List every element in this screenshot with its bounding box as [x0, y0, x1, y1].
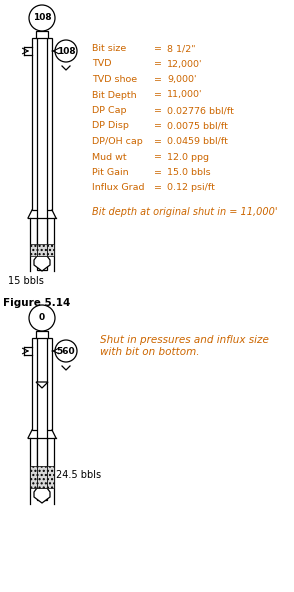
Text: Bit depth at original shut in = 11,000': Bit depth at original shut in = 11,000' — [92, 207, 278, 217]
Circle shape — [55, 40, 77, 62]
Text: 15 bbls: 15 bbls — [8, 276, 44, 286]
Text: 0.02776 bbl/ft: 0.02776 bbl/ft — [167, 106, 234, 115]
Bar — [37, 466, 47, 488]
Bar — [30, 466, 37, 488]
Polygon shape — [34, 488, 50, 503]
Text: 12.0 ppg: 12.0 ppg — [167, 153, 209, 162]
Text: DP Cap: DP Cap — [92, 106, 126, 115]
Bar — [37, 438, 47, 488]
Circle shape — [29, 305, 55, 331]
Text: Figure 5.14: Figure 5.14 — [3, 298, 70, 308]
Bar — [47, 466, 54, 488]
Bar — [37, 218, 47, 256]
Text: 108: 108 — [33, 14, 51, 22]
Text: 24.5 bbls: 24.5 bbls — [56, 470, 101, 480]
Text: =: = — [154, 91, 162, 99]
Polygon shape — [34, 256, 50, 271]
Text: TVD shoe: TVD shoe — [92, 75, 137, 84]
Text: DP Disp: DP Disp — [92, 121, 129, 130]
Text: 560: 560 — [57, 346, 75, 356]
Text: 11,000': 11,000' — [167, 91, 203, 99]
Text: =: = — [154, 121, 162, 130]
Text: =: = — [154, 75, 162, 84]
Polygon shape — [36, 382, 48, 388]
Text: 12,000': 12,000' — [167, 60, 203, 69]
Text: Bit Depth: Bit Depth — [92, 91, 137, 99]
Text: =: = — [154, 137, 162, 146]
Text: =: = — [154, 153, 162, 162]
Circle shape — [55, 340, 77, 362]
Bar — [30, 244, 37, 256]
Text: =: = — [154, 168, 162, 177]
Circle shape — [29, 5, 55, 31]
Bar — [47, 244, 54, 256]
Bar — [32, 338, 52, 430]
Text: Bit size: Bit size — [92, 44, 126, 53]
Text: =: = — [154, 60, 162, 69]
Text: 8 1/2": 8 1/2" — [167, 44, 196, 53]
Text: 0: 0 — [39, 314, 45, 323]
Text: 108: 108 — [57, 47, 75, 56]
Text: 0.12 psi/ft: 0.12 psi/ft — [167, 184, 215, 192]
Bar — [36, 331, 48, 338]
Text: TVD: TVD — [92, 60, 111, 69]
Bar — [37, 31, 47, 270]
Text: DP/OH cap: DP/OH cap — [92, 137, 143, 146]
Text: Pit Gain: Pit Gain — [92, 168, 129, 177]
Text: =: = — [154, 106, 162, 115]
Text: Influx Grad: Influx Grad — [92, 184, 144, 192]
Bar — [37, 244, 47, 256]
Text: 15.0 bbls: 15.0 bbls — [167, 168, 211, 177]
Text: =: = — [154, 184, 162, 192]
Text: 0.0075 bbl/ft: 0.0075 bbl/ft — [167, 121, 228, 130]
Bar — [37, 331, 47, 500]
Text: Mud wt: Mud wt — [92, 153, 127, 162]
Text: 9,000': 9,000' — [167, 75, 196, 84]
Bar — [32, 38, 52, 210]
Bar — [36, 31, 48, 38]
Text: Shut in pressures and influx size
with bit on bottom.: Shut in pressures and influx size with b… — [100, 335, 269, 356]
Text: 0.0459 bbl/ft: 0.0459 bbl/ft — [167, 137, 228, 146]
Text: =: = — [154, 44, 162, 53]
